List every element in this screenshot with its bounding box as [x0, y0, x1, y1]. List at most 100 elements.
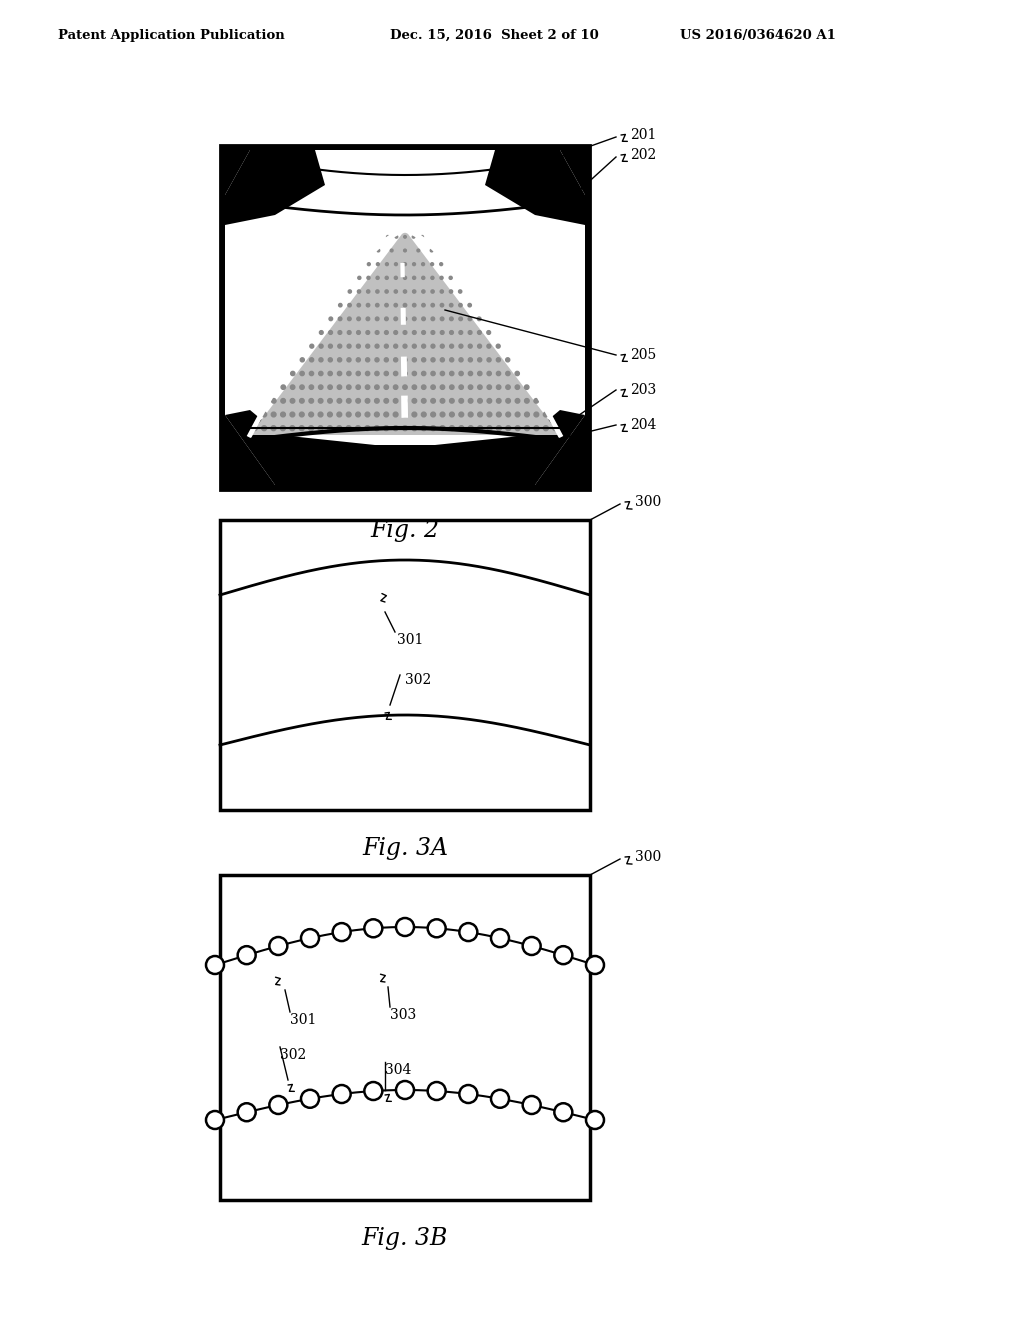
- Circle shape: [394, 290, 397, 293]
- Circle shape: [309, 412, 313, 417]
- Polygon shape: [250, 230, 560, 436]
- Circle shape: [459, 290, 462, 293]
- Circle shape: [328, 426, 333, 430]
- Text: 301: 301: [290, 1012, 316, 1027]
- Circle shape: [355, 399, 360, 403]
- Circle shape: [366, 412, 370, 417]
- Circle shape: [402, 371, 408, 376]
- Circle shape: [413, 290, 416, 293]
- Circle shape: [329, 317, 333, 321]
- Circle shape: [487, 358, 492, 362]
- Circle shape: [308, 426, 313, 430]
- Text: 205: 205: [630, 348, 656, 362]
- Circle shape: [318, 399, 323, 403]
- Circle shape: [347, 330, 351, 334]
- Circle shape: [366, 345, 370, 348]
- Circle shape: [422, 304, 425, 306]
- Circle shape: [497, 345, 500, 348]
- Circle shape: [394, 304, 397, 306]
- Polygon shape: [485, 150, 585, 224]
- Circle shape: [347, 358, 351, 362]
- Circle shape: [554, 946, 572, 964]
- Circle shape: [440, 330, 444, 334]
- Circle shape: [421, 426, 426, 430]
- Circle shape: [428, 1082, 445, 1100]
- Circle shape: [356, 358, 360, 362]
- Text: 301: 301: [397, 634, 423, 647]
- Circle shape: [459, 358, 463, 362]
- Circle shape: [338, 330, 342, 334]
- Circle shape: [450, 330, 454, 334]
- Circle shape: [301, 929, 319, 948]
- Circle shape: [440, 371, 444, 376]
- Circle shape: [440, 385, 444, 389]
- Circle shape: [318, 358, 323, 362]
- Circle shape: [338, 345, 342, 348]
- Circle shape: [262, 426, 266, 430]
- Circle shape: [431, 290, 434, 293]
- Circle shape: [402, 399, 408, 403]
- Circle shape: [376, 317, 379, 321]
- Circle shape: [431, 412, 435, 417]
- Circle shape: [450, 304, 453, 306]
- Circle shape: [524, 385, 529, 389]
- Circle shape: [422, 330, 426, 334]
- Circle shape: [440, 399, 444, 403]
- Circle shape: [403, 263, 407, 265]
- Text: 300: 300: [635, 495, 662, 510]
- Circle shape: [413, 317, 416, 321]
- Circle shape: [394, 317, 397, 321]
- Circle shape: [534, 399, 539, 403]
- Text: 302: 302: [406, 673, 431, 686]
- Circle shape: [497, 412, 501, 417]
- Circle shape: [468, 399, 473, 403]
- Circle shape: [318, 385, 323, 389]
- Circle shape: [365, 426, 370, 430]
- Circle shape: [365, 919, 382, 937]
- Circle shape: [366, 399, 370, 403]
- Circle shape: [478, 385, 482, 389]
- Circle shape: [403, 276, 407, 280]
- Circle shape: [450, 412, 455, 417]
- Circle shape: [333, 923, 350, 941]
- Circle shape: [393, 412, 398, 417]
- Circle shape: [487, 426, 492, 430]
- Circle shape: [337, 412, 342, 417]
- Circle shape: [422, 358, 426, 362]
- Circle shape: [386, 235, 389, 238]
- Circle shape: [431, 371, 435, 376]
- Circle shape: [413, 235, 415, 238]
- Circle shape: [328, 399, 333, 403]
- Circle shape: [309, 371, 313, 376]
- Circle shape: [413, 263, 416, 265]
- Circle shape: [271, 399, 276, 403]
- Circle shape: [421, 235, 424, 238]
- Circle shape: [384, 345, 388, 348]
- Circle shape: [365, 1082, 382, 1100]
- Circle shape: [431, 426, 435, 430]
- Circle shape: [450, 426, 455, 430]
- Circle shape: [290, 412, 295, 417]
- Circle shape: [440, 426, 445, 430]
- Circle shape: [544, 426, 548, 430]
- Circle shape: [403, 235, 407, 238]
- Circle shape: [440, 345, 444, 348]
- Circle shape: [403, 304, 407, 306]
- Circle shape: [318, 426, 323, 430]
- Circle shape: [319, 330, 324, 334]
- Circle shape: [384, 412, 389, 417]
- Circle shape: [478, 399, 482, 403]
- Circle shape: [368, 263, 371, 265]
- Circle shape: [412, 399, 417, 403]
- Circle shape: [346, 385, 351, 389]
- Circle shape: [375, 330, 379, 334]
- Circle shape: [413, 345, 417, 348]
- Circle shape: [450, 290, 453, 293]
- Circle shape: [377, 263, 379, 265]
- Circle shape: [459, 412, 464, 417]
- Circle shape: [468, 371, 473, 376]
- Circle shape: [431, 385, 435, 389]
- Circle shape: [459, 317, 463, 321]
- Circle shape: [412, 412, 417, 417]
- Polygon shape: [225, 411, 585, 484]
